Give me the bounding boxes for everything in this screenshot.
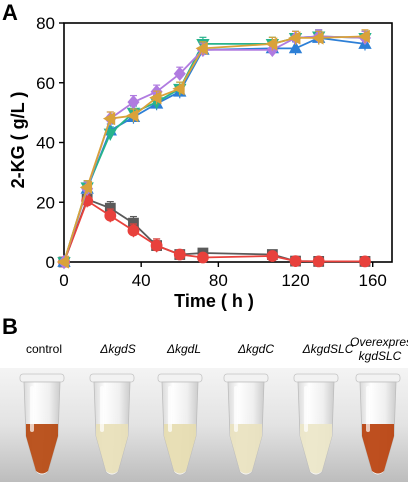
y-tick-label: 0 xyxy=(46,253,55,272)
tube-cap xyxy=(223,373,269,383)
tube-liquid xyxy=(164,424,196,474)
tube-liquid xyxy=(96,424,128,474)
series-line xyxy=(63,35,366,263)
data-point xyxy=(288,31,301,45)
chart-series-layer xyxy=(56,29,372,270)
data-point xyxy=(104,209,117,222)
data-point xyxy=(127,95,140,110)
x-tick-label: 40 xyxy=(132,271,151,290)
tubes-photo xyxy=(0,368,408,482)
tubes-layer xyxy=(19,373,401,476)
tube-5 xyxy=(293,373,339,476)
tube-label: control xyxy=(25,342,63,356)
data-point xyxy=(197,251,209,264)
tube-highlight xyxy=(234,386,238,432)
tube-cap xyxy=(19,373,65,383)
y-tick-label: 60 xyxy=(36,74,55,93)
tube-1 xyxy=(19,373,65,476)
tube-highlight xyxy=(30,386,34,432)
tube-liquid xyxy=(300,424,332,474)
data-point xyxy=(149,91,162,105)
data-point xyxy=(289,255,302,268)
tube-2 xyxy=(89,373,135,476)
tube-highlight xyxy=(168,386,172,432)
tube-highlight xyxy=(100,386,104,432)
tube-liquid xyxy=(26,424,58,474)
x-tick-label: 80 xyxy=(209,271,228,290)
tube-cap xyxy=(355,373,401,383)
tube-liquid xyxy=(230,424,262,474)
panel-a-letter: A xyxy=(2,0,18,25)
tube-label: ΔkgdS xyxy=(100,342,136,356)
data-point xyxy=(311,31,324,45)
data-point xyxy=(312,255,325,268)
x-tick-label: 120 xyxy=(281,271,309,290)
series-line xyxy=(63,35,366,263)
data-point xyxy=(266,250,279,262)
tube-3 xyxy=(157,373,203,476)
data-point xyxy=(288,41,303,54)
data-point xyxy=(126,108,139,123)
panel-b-letter: B xyxy=(2,314,18,339)
y-tick-label: 20 xyxy=(36,193,55,212)
data-point xyxy=(195,41,208,56)
tube-label: ΔkgdL xyxy=(166,342,202,356)
x-tick-label: 0 xyxy=(59,271,68,290)
data-point xyxy=(265,37,278,51)
chart-axes: 0 40 80 120 160 0 20 40 60 80 xyxy=(36,14,393,290)
tube-cap xyxy=(89,373,135,383)
x-axis-label: Time ( h ) xyxy=(174,291,254,311)
series-2 xyxy=(58,193,371,268)
data-point xyxy=(359,255,371,268)
y-axis-label: 2-KG ( g/L ) xyxy=(8,92,28,189)
series-6 xyxy=(56,29,370,269)
data-point xyxy=(127,224,140,237)
x-tick-label: 160 xyxy=(359,271,387,290)
tube-cap xyxy=(293,373,339,383)
data-point xyxy=(172,82,185,96)
data-point xyxy=(79,180,93,194)
tube-highlight xyxy=(366,386,370,432)
data-point xyxy=(56,255,69,269)
plot-frame xyxy=(63,22,393,263)
data-point xyxy=(103,128,117,141)
tube-label: Overexpress kgdSLC xyxy=(350,335,408,363)
series-line xyxy=(63,35,366,263)
series-5 xyxy=(57,29,372,270)
photo-background xyxy=(0,368,408,482)
data-point xyxy=(173,66,186,81)
line-chart: 0 40 80 120 160 0 20 40 60 80 Time ( h ) 2-KG ( g… xyxy=(8,14,393,311)
tube-label: ΔkgdSLC xyxy=(302,342,354,356)
series-line xyxy=(63,36,366,263)
tube-cap xyxy=(157,373,203,383)
tube-4 xyxy=(223,373,269,476)
data-point xyxy=(150,239,163,252)
series-1 xyxy=(58,192,371,268)
tube-liquid xyxy=(362,424,394,474)
series-4 xyxy=(57,29,372,270)
series-3 xyxy=(57,30,372,267)
tube-highlight xyxy=(304,386,308,432)
tube-label: ΔkgdC xyxy=(237,342,275,356)
data-point xyxy=(357,29,370,44)
y-tick-label: 80 xyxy=(36,14,55,33)
y-tick-label: 40 xyxy=(36,134,55,153)
data-point xyxy=(102,111,116,126)
tube-6 xyxy=(355,373,401,476)
data-point xyxy=(173,248,186,261)
